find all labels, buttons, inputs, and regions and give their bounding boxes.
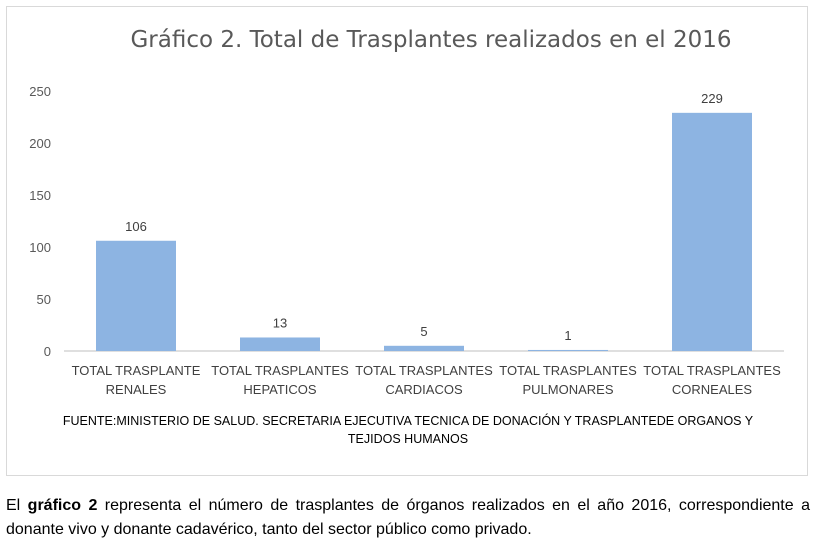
data-label-1: 13	[273, 315, 287, 330]
category-label-3-line-1: PULMONARES	[522, 382, 613, 397]
caption-bold-ref: gráfico 2	[27, 497, 98, 514]
caption-paragraph: El gráfico 2 representa el número de tra…	[6, 494, 810, 542]
chart-frame: Gráfico 2. Total de Trasplantes realizad…	[6, 6, 808, 476]
caption-text: representa el número de trasplantes de ó…	[6, 497, 810, 538]
data-label-0: 106	[125, 219, 147, 234]
data-label-3: 1	[564, 328, 571, 343]
data-label-2: 5	[420, 324, 427, 339]
category-label-4-line-0: TOTAL TRASPLANTES	[643, 363, 781, 378]
category-label-0-line-0: TOTAL TRASPLANTE	[72, 363, 201, 378]
y-tick-label-2: 100	[29, 240, 51, 255]
category-label-1-line-1: HEPATICOS	[243, 382, 317, 397]
data-label-4: 229	[701, 91, 723, 106]
y-tick-label-4: 200	[29, 136, 51, 151]
category-label-4-line-1: CORNEALES	[672, 382, 753, 397]
source-note-line-1: TEJIDOS HUMANOS	[348, 432, 468, 446]
category-label-1-line-0: TOTAL TRASPLANTES	[211, 363, 349, 378]
source-note-line-0: FUENTE:MINISTERIO DE SALUD. SECRETARIA E…	[63, 413, 754, 428]
category-label-3-line-0: TOTAL TRASPLANTES	[499, 363, 637, 378]
bar-3	[528, 349, 608, 351]
bar-4	[672, 112, 752, 351]
caption-prefix: El	[6, 497, 28, 514]
y-tick-label-0: 0	[44, 344, 51, 359]
category-label-2-line-0: TOTAL TRASPLANTES	[355, 363, 493, 378]
y-tick-label-1: 50	[37, 292, 51, 307]
bar-2	[384, 345, 464, 351]
category-label-2-line-1: CARDIACOS	[385, 382, 463, 397]
bar-0	[96, 240, 176, 351]
bar-1	[240, 337, 320, 351]
chart-title: Gráfico 2. Total de Trasplantes realizad…	[130, 27, 731, 53]
y-tick-label-3: 150	[29, 188, 51, 203]
bar-chart: Gráfico 2. Total de Trasplantes realizad…	[29, 27, 784, 446]
category-label-0-line-1: RENALES	[106, 382, 167, 397]
y-tick-label-5: 250	[29, 84, 51, 99]
